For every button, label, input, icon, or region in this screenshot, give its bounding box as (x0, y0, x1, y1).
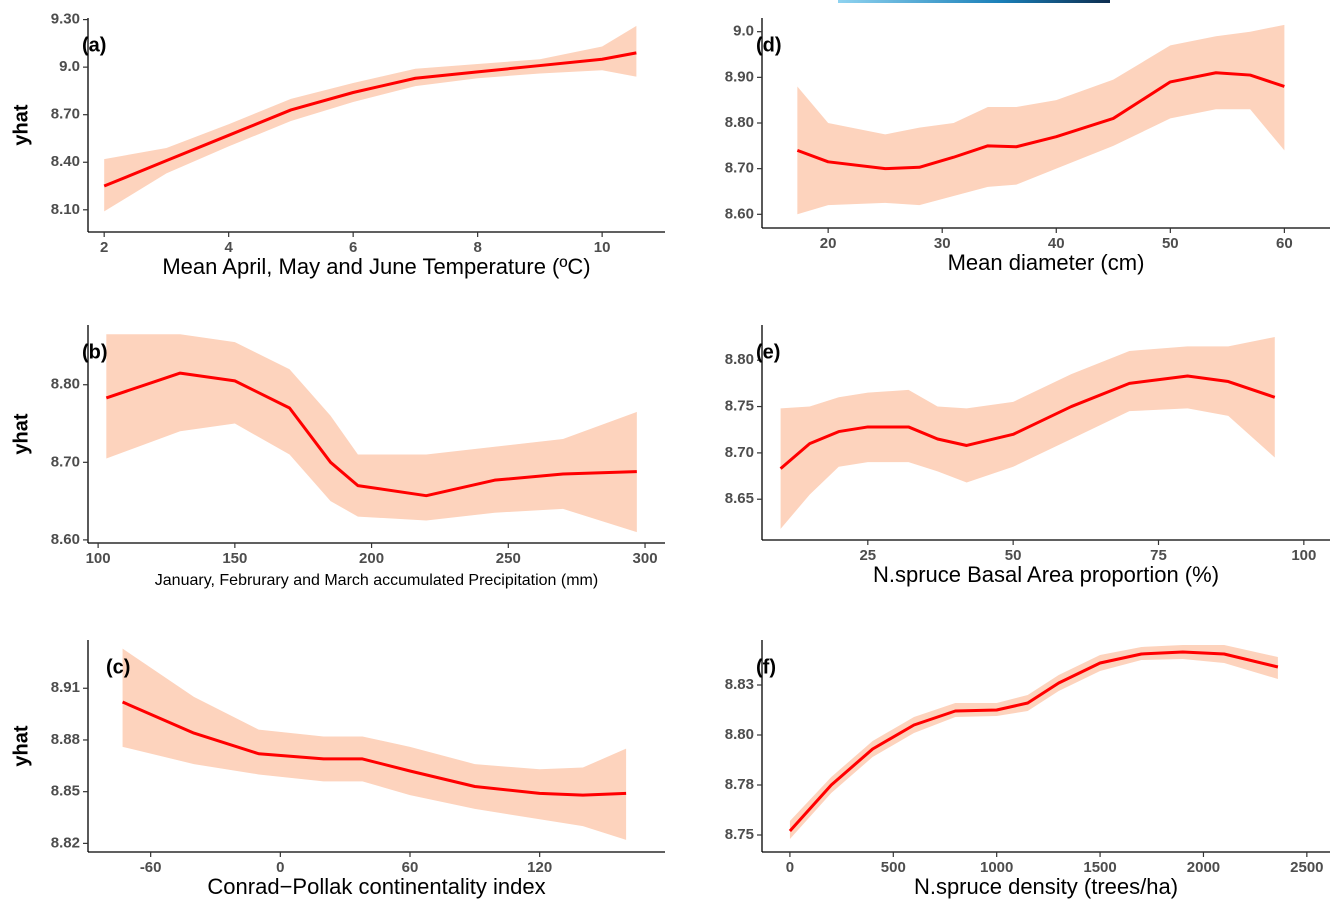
x-axis-label: N.spruce density (trees/ha) (914, 874, 1178, 899)
y-tick-label: 8.70 (51, 106, 80, 123)
x-tick-label: 4 (224, 239, 233, 256)
confidence-band (122, 648, 627, 840)
fit-line (121, 700, 627, 797)
y-tick-label: 8.75 (725, 398, 754, 415)
fit-line (779, 374, 1276, 470)
y-tick-label: 8.88 (51, 731, 80, 748)
y-axis-label: yhat (10, 413, 32, 454)
confidence-band (106, 334, 637, 533)
panel: 20 30 40 50 60 8.60 8.70 8.80 8.90 9.0 Mean diamet… (725, 18, 1330, 275)
x-tick-label: 1500 (1083, 859, 1116, 876)
x-tick-label: 60 (402, 859, 419, 876)
panel: 0 500 1000 1500 2000 2500 8.75 8.78 8.80 8.83 N.sp… (725, 640, 1330, 899)
x-tick-label: 75 (1150, 547, 1167, 564)
y-tick-label: 8.40 (51, 153, 80, 170)
y-tick-label: 8.85 (51, 783, 80, 800)
x-tick-label: 6 (349, 239, 357, 256)
y-tick-label: 8.91 (51, 679, 80, 696)
y-tick-label: 8.90 (725, 68, 754, 85)
y-tick-label: 8.80 (725, 726, 754, 743)
x-tick-label: 250 (496, 550, 521, 567)
y-axis-label: yhat (10, 725, 32, 766)
fit-line (103, 51, 637, 188)
panel: 2 4 6 8 10 8.10 8.40 8.70 9.0 9.30 Mean April, May… (10, 11, 665, 279)
y-tick-label: 9.0 (59, 58, 80, 75)
x-tick-label: 10 (594, 239, 611, 256)
x-tick-label: 40 (1048, 235, 1065, 252)
y-tick-label: 8.10 (51, 201, 80, 218)
x-tick-label: 25 (859, 547, 876, 564)
confidence-band (797, 24, 1285, 215)
x-axis-label: Mean diameter (cm) (948, 250, 1145, 275)
panel: 100 150 200 250 300 8.60 8.70 8.80 January, Febr… (10, 325, 665, 589)
x-axis-label: N.spruce Basal Area proportion (%) (873, 562, 1219, 587)
confidence-band (780, 337, 1275, 529)
panel-label: (e) (756, 341, 780, 363)
x-axis-label: January, Februrary and March accumulated… (155, 572, 598, 589)
x-tick-label: 0 (276, 859, 284, 876)
y-axis-label: yhat (10, 104, 32, 145)
y-tick-label: 9.30 (51, 11, 80, 28)
x-tick-label: 2000 (1187, 859, 1220, 876)
x-axis-label: Conrad−Pollak continentality index (207, 874, 545, 899)
x-tick-label: 150 (222, 550, 247, 567)
x-tick-label: 50 (1162, 235, 1179, 252)
y-tick-label: 8.75 (725, 826, 754, 843)
panel-label: (d) (756, 34, 782, 56)
confidence-band (104, 25, 637, 212)
y-tick-label: 8.80 (725, 351, 754, 368)
x-tick-label: 120 (527, 859, 552, 876)
y-tick-label: 8.82 (51, 834, 80, 851)
x-tick-label: 500 (881, 859, 906, 876)
panel: 25 50 75 100 8.65 8.70 8.75 8.80 N.spruce Basal … (725, 325, 1330, 587)
x-tick-label: 20 (820, 235, 837, 252)
x-tick-label: 1000 (980, 859, 1013, 876)
panel-label: (f) (756, 656, 776, 678)
x-tick-label: 2 (100, 239, 108, 256)
x-tick-label: 50 (1005, 547, 1022, 564)
y-tick-label: 8.70 (725, 160, 754, 177)
x-tick-label: 8 (473, 239, 481, 256)
fit-line (796, 71, 1285, 171)
y-tick-label: 8.80 (51, 376, 80, 393)
x-tick-label: 0 (786, 859, 794, 876)
y-tick-label: 8.65 (725, 490, 754, 507)
y-tick-label: 8.70 (51, 453, 80, 470)
x-tick-label: 30 (934, 235, 951, 252)
x-tick-label: -60 (140, 859, 162, 876)
decoration-bar (838, 0, 1110, 3)
y-tick-label: 8.70 (725, 444, 754, 461)
y-tick-label: 8.78 (725, 776, 754, 793)
x-tick-label: 100 (1291, 547, 1316, 564)
panel-label: (c) (106, 656, 130, 678)
x-tick-label: 300 (633, 550, 658, 567)
y-tick-label: 8.60 (51, 531, 80, 548)
y-tick-label: 8.60 (725, 205, 754, 222)
x-axis-label: Mean April, May and June Temperature (ºC… (162, 254, 590, 279)
x-tick-label: 200 (359, 550, 384, 567)
fit-line (788, 650, 1279, 833)
y-tick-label: 8.83 (725, 676, 754, 693)
panel-label: (a) (82, 34, 106, 56)
panel-label: (b) (82, 341, 108, 363)
panel: -60 0 60 120 8.82 8.85 8.88 8.91 Conrad−Pollak c… (10, 640, 665, 899)
y-tick-label: 8.80 (725, 114, 754, 131)
x-tick-label: 60 (1276, 235, 1293, 252)
fit-line (105, 371, 637, 498)
y-tick-label: 9.0 (733, 23, 754, 40)
x-tick-label: 100 (86, 550, 111, 567)
confidence-band (789, 645, 1278, 839)
x-tick-label: 2500 (1290, 859, 1323, 876)
